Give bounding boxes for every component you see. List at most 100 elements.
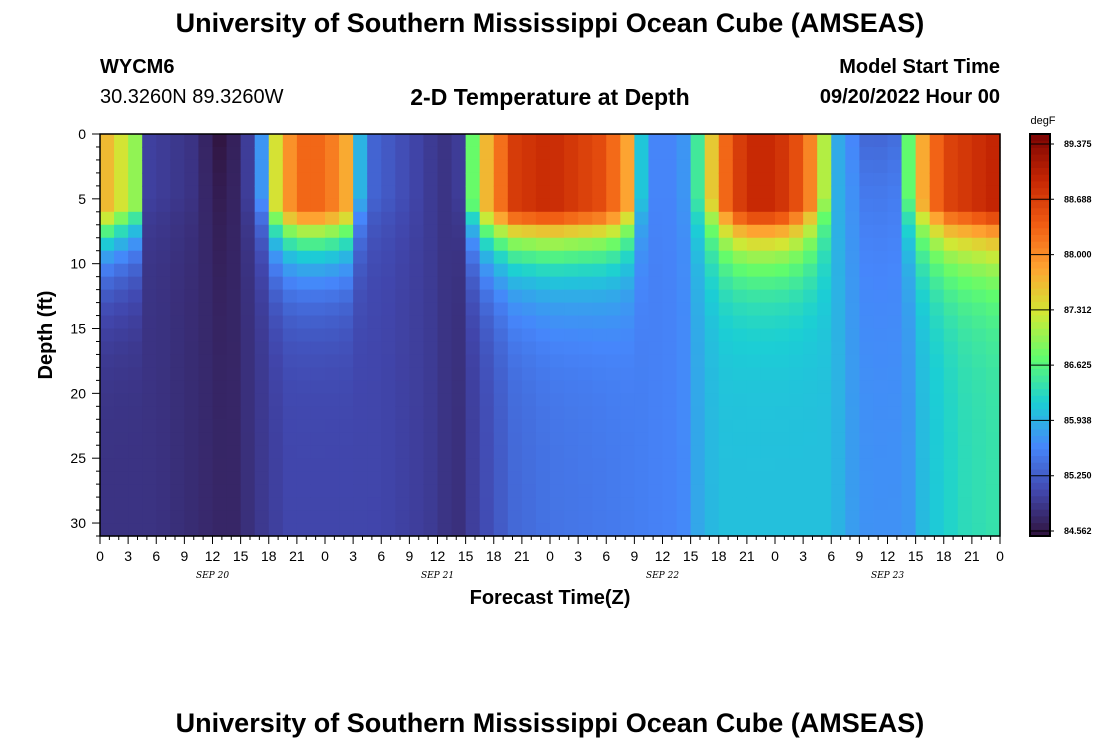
heatmap-cell: [170, 146, 185, 161]
heatmap-cell: [381, 510, 396, 524]
heatmap-cell: [507, 406, 523, 420]
heatmap-cell: [789, 263, 804, 278]
heatmap-cell: [985, 302, 1001, 317]
heatmap-cell: [423, 419, 439, 433]
heatmap-cell: [929, 445, 945, 459]
heatmap-cell: [100, 471, 115, 485]
heatmap-cell: [142, 276, 157, 291]
heatmap-cell: [156, 146, 171, 161]
heatmap-cell: [578, 159, 593, 174]
colorbar-swatch: [1030, 435, 1050, 443]
heatmap-cell: [184, 354, 200, 369]
heatmap-cell: [929, 510, 945, 524]
heatmap-cell: [592, 198, 607, 213]
heatmap-cell: [254, 406, 270, 420]
heatmap-cell: [901, 250, 917, 265]
heatmap-cell: [887, 159, 903, 174]
heatmap-cell: [648, 367, 664, 381]
heatmap-cell: [353, 354, 368, 369]
colorbar-swatch: [1030, 395, 1050, 403]
heatmap-cell: [817, 484, 832, 498]
heatmap-cell: [831, 354, 846, 369]
heatmap-cell: [156, 471, 171, 485]
heatmap-cell: [451, 250, 467, 265]
heatmap-cell: [240, 471, 256, 485]
heatmap-cell: [985, 393, 1001, 407]
heatmap-cell: [732, 328, 748, 343]
heatmap-cell: [550, 198, 565, 213]
heatmap-cell: [451, 159, 467, 174]
heatmap-cell: [521, 445, 537, 459]
heatmap-cell: [985, 380, 1001, 394]
heatmap-cell: [521, 484, 537, 498]
heatmap-cell: [831, 263, 846, 278]
heatmap-cell: [873, 159, 889, 174]
colorbar-swatch: [1030, 495, 1050, 503]
heatmap-cell: [184, 263, 200, 278]
heatmap-cell: [395, 445, 410, 459]
x-tick-label: 0: [771, 548, 779, 564]
heatmap-cell: [634, 510, 650, 524]
heatmap-cell: [423, 406, 439, 420]
heatmap-cell: [142, 328, 157, 343]
heatmap-cell: [915, 250, 931, 265]
heatmap-cell: [550, 276, 565, 291]
heatmap-cell: [718, 172, 734, 187]
heatmap-cell: [156, 510, 171, 524]
heatmap-cell: [634, 471, 650, 485]
heatmap-cell: [282, 510, 298, 524]
heatmap-cell: [873, 172, 889, 187]
heatmap-cell: [971, 263, 987, 278]
heatmap-cell: [648, 224, 664, 239]
heatmap-cell: [409, 211, 425, 226]
heatmap-cell: [564, 380, 579, 394]
heatmap-cell: [395, 198, 410, 213]
heatmap-cell: [493, 276, 509, 291]
heatmap-cell: [676, 250, 692, 265]
heatmap-cell: [479, 458, 495, 472]
heatmap-cell: [887, 393, 903, 407]
heatmap-cell: [662, 159, 678, 174]
heatmap-cell: [704, 263, 720, 278]
heatmap-cell: [662, 406, 678, 420]
heatmap-cell: [620, 510, 635, 524]
heatmap-cell: [423, 159, 439, 174]
heatmap-cell: [704, 484, 720, 498]
heatmap-cell: [971, 393, 987, 407]
heatmap-cell: [789, 445, 804, 459]
heatmap-cell: [353, 237, 368, 252]
heatmap-cell: [367, 380, 382, 394]
heatmap-cell: [901, 523, 917, 537]
heatmap-cell: [760, 419, 776, 433]
heatmap-cell: [564, 159, 579, 174]
heatmap-cell: [845, 393, 860, 407]
heatmap-cell: [507, 276, 523, 291]
heatmap-cell: [592, 250, 607, 265]
heatmap-cell: [353, 328, 368, 343]
colorbar-swatch: [1030, 402, 1050, 410]
heatmap-cell: [268, 159, 284, 174]
heatmap-cell: [662, 380, 678, 394]
heatmap-cell: [901, 380, 917, 394]
heatmap-cell: [803, 224, 818, 239]
x-tick-label: 15: [908, 548, 924, 564]
heatmap-cell: [254, 341, 270, 356]
heatmap-cell: [310, 393, 326, 407]
heatmap-cell: [606, 471, 621, 485]
heatmap-cell: [957, 471, 973, 485]
heatmap-cell: [451, 406, 467, 420]
heatmap-cell: [634, 445, 650, 459]
x-tick-label: 12: [430, 548, 446, 564]
heatmap-cell: [226, 302, 242, 317]
heatmap-cell: [620, 302, 635, 317]
heatmap-cell: [339, 445, 354, 459]
heatmap-cell: [339, 315, 354, 330]
heatmap-cell: [943, 146, 959, 161]
heatmap-cell: [887, 211, 903, 226]
colorbar-swatch: [1030, 288, 1050, 296]
heatmap-cell: [367, 159, 382, 174]
heatmap-cell: [915, 134, 931, 148]
heatmap-cell: [310, 315, 326, 330]
heatmap-cell: [943, 198, 959, 213]
heatmap-cell: [746, 354, 762, 369]
